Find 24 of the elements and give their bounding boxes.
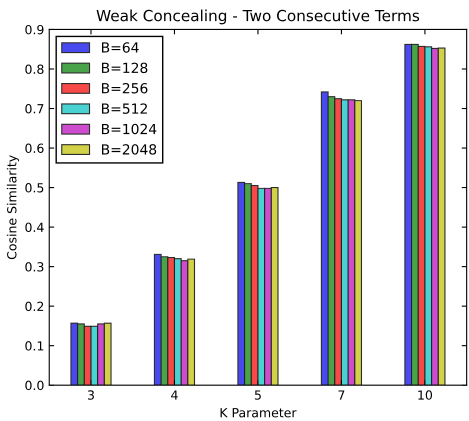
legend-label: B=512 — [102, 103, 147, 114]
legend-label: B=1024 — [102, 124, 156, 134]
y-axis-title: Cosine Similarity — [6, 155, 19, 260]
legend-label: B=2048 — [102, 144, 156, 155]
x-tick-label: 10 — [418, 390, 432, 400]
y-tick-label: 0.6 — [25, 144, 44, 153]
y-tick-label: 0.4 — [25, 222, 44, 232]
y-tick-label: 0.7 — [25, 104, 44, 114]
legend-label: B=128 — [102, 62, 148, 74]
y-tick-label: 0.1 — [25, 341, 44, 351]
y-tick-label: 0.5 — [25, 183, 44, 193]
legend-label: B=256 — [102, 82, 148, 94]
chart-title: Weak Concealing - Two Consecutive Terms — [96, 10, 420, 24]
x-tick-label: 3 — [88, 390, 94, 400]
y-tick-label: 0.3 — [25, 262, 44, 272]
y-tick-label: 0.2 — [25, 302, 44, 312]
legend-label: B=64 — [102, 42, 139, 53]
x-tick-label: 4 — [171, 390, 178, 400]
x-tick-label: 5 — [254, 390, 261, 400]
x-axis-title: K Parameter — [220, 408, 297, 418]
y-tick-label: 0.9 — [25, 24, 44, 34]
y-tick-label: 0.0 — [25, 380, 44, 390]
x-tick-label: 7 — [338, 390, 344, 400]
y-tick-label: 0.8 — [25, 64, 44, 74]
